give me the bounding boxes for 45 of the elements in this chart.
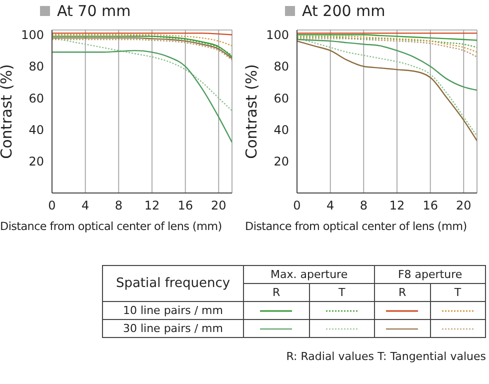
y-tick-label: 40 [28,122,44,137]
line-series [52,50,232,143]
y-tick-label: 80 [274,60,289,74]
y-tick-label: 60 [274,91,289,106]
line-series [297,38,477,91]
y-axis-title: Contrast (%) [0,64,16,159]
text: F8 aperture [374,266,486,284]
y-tick-label: 60 [28,91,44,106]
text: R: Radial values T: Tangential values [285,350,486,363]
y-tick-label: 100 [21,28,44,42]
chart-title: At 70 mm [57,2,131,20]
x-tick-label: 16 [422,198,438,213]
line-series [297,36,477,48]
line-series [52,37,232,112]
text: Spatial frequency [102,266,244,302]
x-axis-title: Distance from optical center of lens (mm) [245,220,468,233]
y-tick-label: 40 [274,122,289,137]
line-series [297,36,477,53]
line-series [297,38,477,58]
x-tick-label: 12 [144,198,160,213]
x-tick-label: 0 [293,198,301,213]
chart-title: At 200 mm [302,2,386,20]
text: T [430,284,486,302]
x-tick-label: 16 [178,198,193,213]
text: Max. aperture [244,266,375,284]
x-tick-label: 20 [211,198,226,213]
text: T [309,284,375,302]
x-tick-label: 8 [114,198,122,213]
x-tick-label: 8 [360,198,368,213]
y-tick-label: 100 [266,28,289,42]
y-tick-label: 80 [28,60,44,74]
x-axis-title: Distance from optical center of lens (mm) [0,220,223,233]
x-tick-label: 4 [82,198,90,213]
y-tick-label: 20 [274,154,289,169]
y-axis-title: Contrast (%) [242,64,260,159]
x-tick-label: 12 [389,198,405,213]
text: 10 line pairs / mm [102,302,244,320]
x-tick-label: 0 [48,198,56,213]
line-series [52,34,232,46]
text: 30 line pairs / mm [102,320,244,338]
text: R [374,284,430,302]
x-tick-label: 20 [456,198,472,213]
y-tick-label: 20 [28,154,44,169]
text: R [244,284,310,302]
x-tick-label: 4 [326,198,334,213]
